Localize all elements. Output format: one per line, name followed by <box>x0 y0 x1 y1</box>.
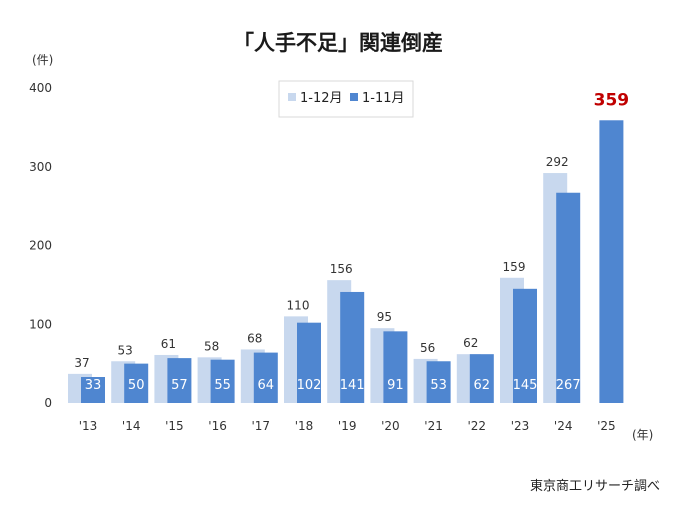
data-label-series-b: 64 <box>258 378 275 393</box>
bar-series-b <box>556 192 581 403</box>
x-tick-label: '25 <box>597 419 616 433</box>
x-tick-label: '21 <box>424 419 443 433</box>
data-label-series-b: 55 <box>214 378 231 393</box>
data-label-series-a: 37 <box>74 356 89 370</box>
legend-label-series-a: 1-12月 <box>300 91 343 106</box>
data-label-series-a: 56 <box>420 341 435 355</box>
legend-label-series-b: 1-11月 <box>362 91 405 106</box>
bar-series-b <box>599 120 624 403</box>
bars: 37 33 53 50 61 57 58 55 68 64 110 102 156 141 95 91 56 53… <box>68 90 629 403</box>
data-label-series-a: 61 <box>161 337 176 351</box>
x-tick-label: '16 <box>208 419 227 433</box>
x-tick-label: '20 <box>381 419 400 433</box>
y-tick-label: 0 <box>44 396 52 410</box>
legend-swatch-series-b <box>350 93 358 101</box>
data-label-series-a: 53 <box>118 343 133 357</box>
bar-series-b <box>81 377 105 403</box>
bar-series-b <box>383 331 408 403</box>
data-label-series-a: 292 <box>546 155 569 169</box>
chart-title: 「人手不足」関連倒産 <box>233 31 443 55</box>
data-label-series-b: 141 <box>340 378 365 393</box>
bar-series-b <box>469 354 494 403</box>
x-tick-label: '19 <box>338 419 357 433</box>
bar-series-b <box>124 363 149 403</box>
legend-frame <box>278 80 414 118</box>
data-label-series-b: 145 <box>513 378 538 393</box>
data-label-series-b: 102 <box>297 378 322 393</box>
bar-series-b <box>426 361 451 403</box>
x-axis: '13 '14 '15 '16 '17 '18 '19 '20 '21 '22 '23 '24 '25 <box>79 419 616 433</box>
data-label-series-b: 50 <box>128 378 145 393</box>
data-label-series-b: 62 <box>474 378 491 393</box>
bar-series-b <box>210 359 235 403</box>
data-label-series-b: 91 <box>387 378 404 393</box>
x-tick-label: '13 <box>79 419 98 433</box>
data-label-series-b: 267 <box>556 378 581 393</box>
x-tick-label: '15 <box>165 419 184 433</box>
data-label-highlight: 359 <box>594 90 630 110</box>
bar-series-b <box>167 358 192 403</box>
x-axis-unit: (年) <box>632 428 653 442</box>
x-tick-label: '22 <box>468 419 487 433</box>
bar-series-b <box>297 322 321 403</box>
data-label-series-a: 62 <box>463 336 478 350</box>
x-tick-label: '23 <box>511 419 530 433</box>
data-label-series-a: 68 <box>247 331 262 345</box>
y-tick-label: 300 <box>29 160 52 174</box>
x-tick-label: '18 <box>295 419 314 433</box>
data-label-series-a: 159 <box>503 260 526 274</box>
legend-swatch-series-a <box>288 93 296 101</box>
data-label-series-a: 110 <box>287 298 310 312</box>
x-tick-label: '14 <box>122 419 141 433</box>
bar-series-b <box>253 352 278 403</box>
x-tick-label: '17 <box>252 419 271 433</box>
data-label-series-a: 156 <box>330 262 353 276</box>
y-tick-label: 400 <box>29 81 52 95</box>
bar-series-b <box>340 291 365 403</box>
y-axis-unit: (件) <box>32 53 53 67</box>
data-label-series-a: 58 <box>204 339 219 353</box>
data-label-series-b: 57 <box>171 378 188 393</box>
data-label-series-b: 33 <box>85 378 102 393</box>
bar-series-b <box>513 288 537 403</box>
source-note: 東京商工リサーチ調べ <box>530 478 660 494</box>
data-label-series-b: 53 <box>430 378 447 393</box>
data-label-series-a: 95 <box>377 310 392 324</box>
y-tick-label: 200 <box>29 239 52 253</box>
x-tick-label: '24 <box>554 419 573 433</box>
y-axis: 0 100 200 300 400 <box>29 81 52 410</box>
y-tick-label: 100 <box>29 317 52 331</box>
legend: 1-12月 1-11月 <box>278 80 414 118</box>
